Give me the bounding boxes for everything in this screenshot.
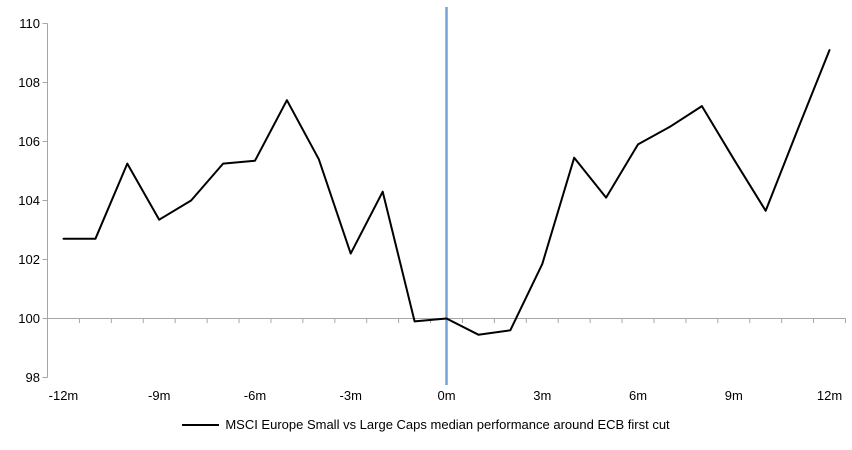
x-tick-label: -9m <box>148 388 170 403</box>
legend-label: MSCI Europe Small vs Large Caps median p… <box>225 417 670 432</box>
y-tick-label: 100 <box>18 311 40 326</box>
x-tick-label: -6m <box>244 388 266 403</box>
x-tick-label: -3m <box>340 388 362 403</box>
chart-svg: 98 100 102 104 106 108 110 -12m -9m -6m -3m 0m 3m 6m 9… <box>18 7 846 403</box>
y-tick-label: 98 <box>26 370 40 385</box>
y-tick-label: 108 <box>18 75 40 90</box>
x-tick-label: 12m <box>817 388 842 403</box>
y-tick-label: 102 <box>18 252 40 267</box>
series-line <box>62 49 831 336</box>
legend-line-sample <box>182 423 220 426</box>
chart-legend: MSCI Europe Small vs Large Caps median p… <box>0 417 852 432</box>
y-tick-label: 110 <box>19 16 40 31</box>
x-tick-label: 0m <box>437 388 455 403</box>
x-tick-label: 6m <box>629 388 647 403</box>
y-tick-label: 104 <box>18 193 40 208</box>
x-tick-label: 9m <box>725 388 743 403</box>
x-tick-label: -12m <box>49 388 79 403</box>
x-tick-label: 3m <box>533 388 551 403</box>
y-tick-label: 106 <box>18 134 40 149</box>
